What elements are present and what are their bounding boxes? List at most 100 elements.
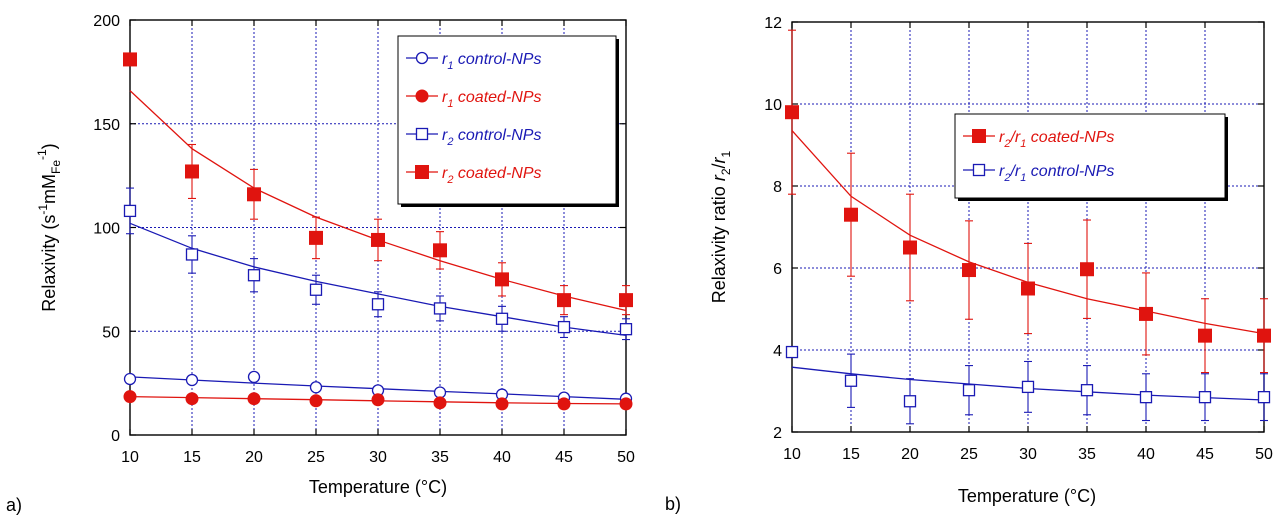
y-axis-label: Relaxivity (s-1mMFe-1): [35, 143, 63, 311]
y-tick-label: 100: [93, 221, 120, 238]
data-point: [123, 372, 137, 386]
data-point: [1198, 328, 1212, 343]
x-tick-label: 50: [1255, 446, 1273, 463]
legend-label: r2/r1 control-NPs: [999, 163, 1114, 184]
panel-label: b): [665, 494, 681, 514]
data-point: [557, 293, 571, 308]
legend-label: r2 control-NPs: [442, 127, 541, 148]
axis-ticks: 10 15 20 25 30 35 40 45 50 2 4 6 8 10 12: [764, 15, 1273, 463]
y-tick-label: 8: [773, 179, 782, 196]
x-tick-label: 50: [617, 449, 635, 466]
x-tick-label: 20: [245, 449, 263, 466]
legend-label: r1 control-NPs: [442, 51, 541, 72]
x-tick-label: 30: [369, 449, 387, 466]
data-point: [371, 232, 385, 247]
panel-label: a): [6, 495, 22, 515]
legend: r2/r1 coated-NPs r2/r1 control-NPs: [954, 113, 1228, 201]
legend-label: r1 coated-NPs: [442, 89, 542, 110]
legend-item: r1 control-NPs: [406, 51, 541, 72]
y-axis-label: Relaxivity ratio r2/r1: [709, 150, 733, 303]
data-point: [495, 312, 509, 325]
x-tick-label: 45: [555, 449, 573, 466]
data-point: [309, 381, 323, 394]
legend-item: r1 coated-NPs: [406, 89, 542, 110]
legend-marker: [972, 129, 986, 143]
x-tick-label: 25: [960, 446, 978, 463]
data-point: [557, 320, 571, 334]
data-point: [619, 323, 633, 336]
data-point: [433, 302, 447, 315]
y-tick-label: 2: [773, 425, 782, 442]
data-point: [433, 243, 447, 258]
y-tick-label: 10: [764, 97, 782, 114]
x-tick-label: 35: [1078, 446, 1096, 463]
legend-label: r2/r1 coated-NPs: [999, 129, 1114, 150]
legend-item: r2 control-NPs: [406, 127, 541, 148]
data-point: [1080, 384, 1094, 397]
y-tick-label: 0: [111, 428, 120, 445]
data-point: [309, 283, 323, 296]
x-tick-label: 10: [121, 449, 139, 466]
data-point: [1080, 262, 1094, 277]
x-axis-label: Temperature (°C): [958, 486, 1096, 506]
series-3: [123, 187, 633, 341]
legend-marker: [415, 127, 429, 141]
legend-item: r2/r1 control-NPs: [963, 163, 1114, 184]
data-point: [844, 374, 858, 387]
data-point: [185, 164, 199, 179]
legend-marker: [972, 163, 986, 177]
legend: r1 control-NPs r1 coated-NPs r2 control-NP…: [397, 35, 619, 207]
data-point: [785, 105, 799, 120]
y-tick-label: 200: [93, 13, 120, 30]
legend-box: [954, 113, 1226, 199]
x-tick-label: 15: [842, 446, 860, 463]
y-tick-label: 150: [93, 117, 120, 134]
data-point: [371, 298, 385, 311]
legend-item: r2/r1 coated-NPs: [963, 129, 1114, 150]
legend-marker: [415, 89, 429, 103]
x-tick-label: 45: [1196, 446, 1214, 463]
data-point: [619, 397, 633, 411]
x-axis-label: Temperature (°C): [309, 477, 447, 497]
data-point: [309, 394, 323, 408]
data-point: [495, 272, 509, 287]
x-tick-label: 15: [183, 449, 201, 466]
data-point: [123, 390, 137, 404]
x-tick-label: 40: [493, 449, 511, 466]
data-point: [433, 386, 447, 399]
data-point: [903, 240, 917, 255]
legend-box: [397, 35, 617, 205]
data-point: [495, 397, 509, 411]
data-point: [785, 345, 799, 359]
data-point: [433, 396, 447, 410]
x-tick-label: 40: [1137, 446, 1155, 463]
data-point: [247, 370, 261, 384]
data-point: [844, 207, 858, 222]
data-point: [247, 187, 261, 202]
data-point: [185, 248, 199, 261]
x-tick-label: 30: [1019, 446, 1037, 463]
data-point: [962, 263, 976, 278]
series-2: [123, 390, 633, 411]
data-point: [247, 269, 261, 282]
data-point: [123, 204, 137, 218]
y-tick-label: 4: [773, 343, 782, 360]
y-tick-label: 6: [773, 261, 782, 278]
x-tick-label: 10: [783, 446, 801, 463]
data-point: [123, 52, 137, 67]
axis-ticks: 10 15 20 25 30 35 40 45 50 0 50 100 150 200: [93, 13, 635, 466]
data-point: [185, 373, 199, 387]
y-tick-label: 50: [102, 324, 120, 341]
data-point: [1257, 328, 1271, 343]
x-tick-label: 20: [901, 446, 919, 463]
data-point: [1021, 380, 1035, 394]
legend-item: r2 coated-NPs: [406, 165, 542, 186]
data-point: [185, 392, 199, 406]
data-point: [557, 397, 571, 411]
data-point: [1139, 306, 1153, 321]
x-tick-label: 25: [307, 449, 325, 466]
data-point: [962, 384, 976, 397]
series-2: [785, 345, 1271, 425]
data-point: [1139, 390, 1153, 404]
